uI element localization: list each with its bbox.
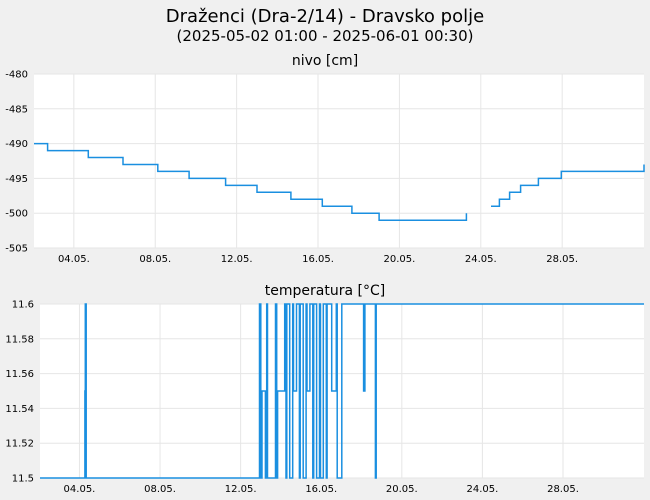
y-tick-label: -485 <box>5 104 28 115</box>
y-tick-label: -505 <box>5 244 28 255</box>
y-tick-label: -500 <box>5 209 28 220</box>
y-tick-label: 11.56 <box>5 369 34 380</box>
y-tick-label: 11.5 <box>12 474 34 485</box>
x-tick-label: 16.05. <box>302 254 334 265</box>
panel-1: 11.6 11.58 11.56 11.54 11.52 11.5 04.05. 08.05.… <box>5 300 644 495</box>
x-tick-label: 16.05. <box>305 484 337 495</box>
y-tick-label: -490 <box>5 139 28 150</box>
plot-area <box>34 74 644 248</box>
y-tick-label: 11.52 <box>5 439 34 450</box>
x-tick-label: 08.05. <box>144 484 176 495</box>
x-tick-label: 12.05. <box>225 484 257 495</box>
series-line-0 <box>40 303 644 479</box>
y-tick-label: 11.58 <box>5 334 34 345</box>
x-tick-label: 28.05. <box>546 254 578 265</box>
y-tick-label: 11.54 <box>5 404 34 415</box>
panel-title-nivo: nivo [cm] <box>292 53 358 69</box>
x-tick-label: 04.05. <box>58 254 90 265</box>
series-line-0 <box>34 142 645 221</box>
panel-0: -480 -485 -490 -495 -500 -505 04.05. 08.05. 12.0… <box>5 70 645 265</box>
x-tick-label: 24.05. <box>466 484 498 495</box>
x-tick-label: 04.05. <box>64 484 96 495</box>
x-tick-label: 28.05. <box>547 484 579 495</box>
x-tick-label: 24.05. <box>465 254 497 265</box>
chart-title: Draženci (Dra-2/14) - Dravsko polje <box>166 6 484 27</box>
y-tick-label: 11.6 <box>12 300 34 311</box>
x-tick-label: 20.05. <box>386 484 418 495</box>
y-tick-label: -480 <box>5 70 28 81</box>
x-tick-label: 08.05. <box>139 254 171 265</box>
x-tick-label: 12.05. <box>221 254 253 265</box>
x-tick-label: 20.05. <box>384 254 416 265</box>
chart-panels: -480 -485 -490 -495 -500 -505 04.05. 08.05. 12.0… <box>5 70 645 495</box>
chart-subtitle: (2025-05-02 01:00 - 2025-06-01 00:30) <box>177 27 474 45</box>
panel-title-temperatura: temperatura [°C] <box>265 283 385 299</box>
y-tick-label: -495 <box>5 174 28 185</box>
